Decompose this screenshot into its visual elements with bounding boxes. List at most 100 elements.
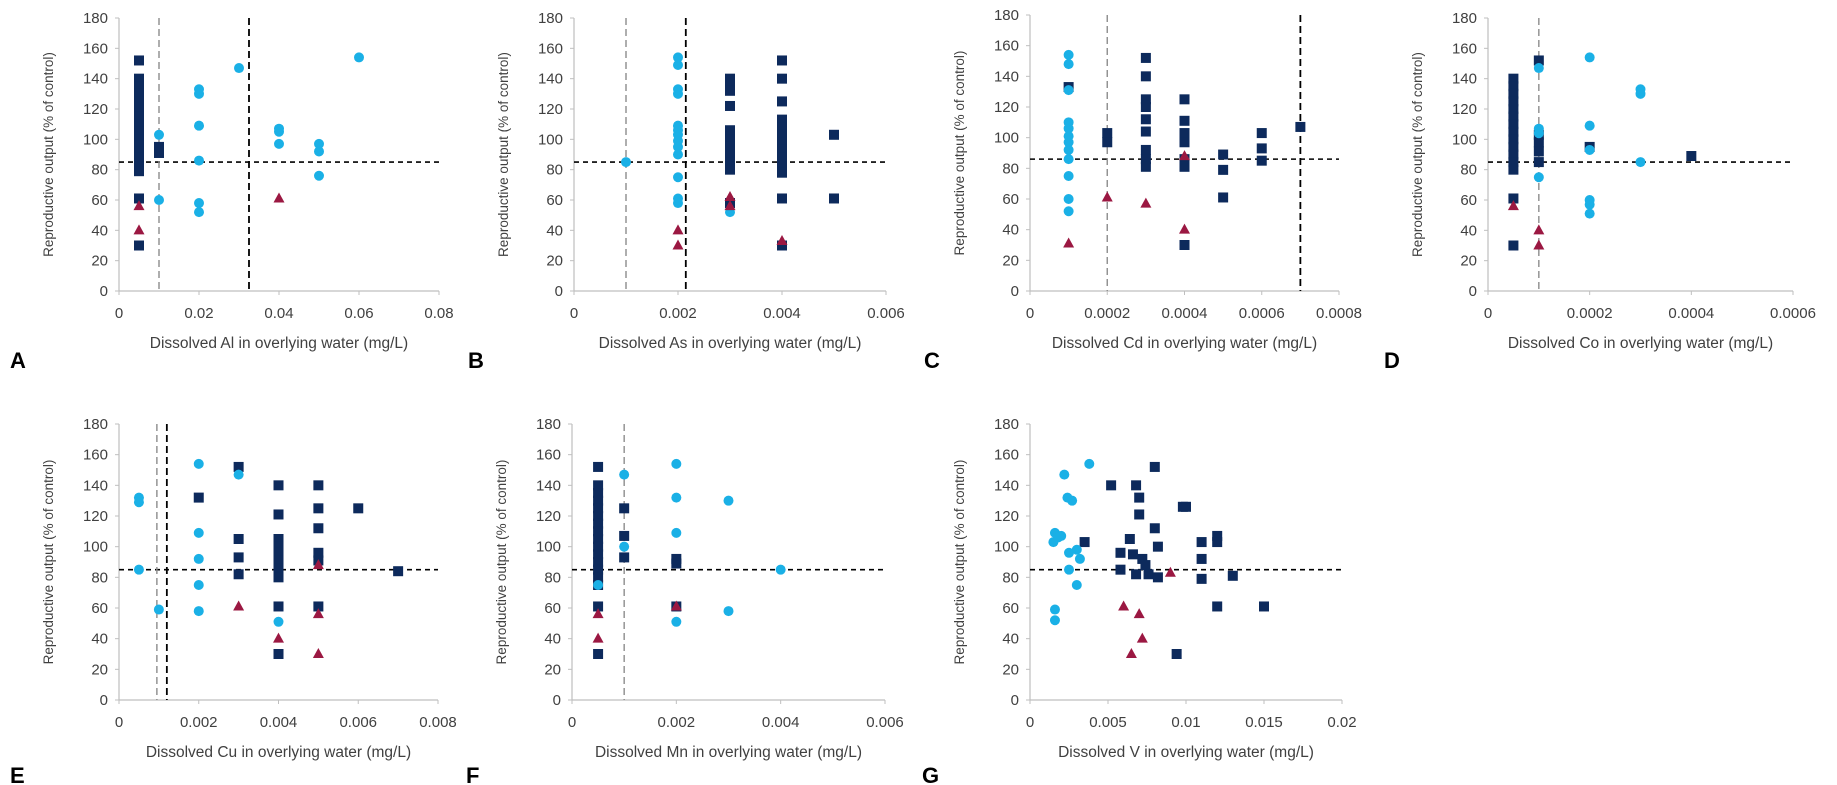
y-axis-title: Reproductive output (% of control) <box>41 52 56 257</box>
square-point <box>134 81 144 92</box>
square-point <box>777 152 787 163</box>
square-point <box>777 144 787 155</box>
circle-point <box>673 198 683 209</box>
circle-point <box>673 172 683 183</box>
square-point <box>134 160 144 171</box>
triangle-point <box>670 600 682 611</box>
triangle-point <box>233 600 245 611</box>
circle-point <box>673 52 683 63</box>
square-point <box>829 129 839 140</box>
square-point <box>313 601 324 612</box>
circle-point <box>723 495 734 506</box>
triangle-point <box>724 190 736 201</box>
square-point <box>1508 240 1519 251</box>
triangle-point <box>1133 608 1145 619</box>
square-point <box>1131 480 1142 491</box>
y-tick-label: 180 <box>83 10 108 27</box>
y-tick-label: 160 <box>538 40 563 57</box>
triangle-point <box>776 234 788 245</box>
y-tick-label: 160 <box>1452 40 1477 57</box>
square-point <box>273 563 284 574</box>
square-point <box>1508 96 1519 107</box>
y-tick-label: 160 <box>994 447 1019 464</box>
x-tick-label: 0.006 <box>866 714 904 731</box>
square-point <box>233 461 244 472</box>
y-tick-label: 120 <box>1452 101 1477 118</box>
square-point <box>725 141 735 152</box>
circle-point <box>194 120 204 131</box>
y-tick-label: 160 <box>994 38 1019 55</box>
y-tick-label: 40 <box>91 631 108 648</box>
square-point <box>1508 141 1519 152</box>
square-point <box>1212 601 1223 612</box>
square-point <box>777 96 787 107</box>
square-point <box>593 572 604 583</box>
y-tick-label: 180 <box>536 416 561 433</box>
panel-label: B <box>468 348 484 373</box>
square-point <box>1140 114 1151 125</box>
square-point <box>273 649 284 659</box>
square-point <box>1149 523 1160 534</box>
y-tick-label: 160 <box>83 447 108 464</box>
y-tick-label: 20 <box>91 661 108 678</box>
triangle-point <box>1507 200 1519 211</box>
square-point <box>593 480 604 491</box>
circle-point <box>1635 157 1646 168</box>
circle-point <box>1584 199 1595 210</box>
y-tick-label: 180 <box>83 416 108 433</box>
panel-label: C <box>924 348 940 373</box>
square-point <box>593 601 604 612</box>
x-tick-label: 0 <box>115 714 123 731</box>
square-point <box>1533 157 1544 168</box>
circle-point <box>1071 544 1082 555</box>
triangle-point <box>1118 600 1130 611</box>
y-tick-label: 20 <box>1460 253 1477 270</box>
x-tick-label: 0.02 <box>184 305 213 322</box>
y-tick-label: 60 <box>91 192 108 209</box>
square-point <box>1152 572 1163 583</box>
y-axis-title: Reproductive output (% of control) <box>1410 52 1425 257</box>
square-point <box>134 166 144 177</box>
circle-point <box>274 126 284 137</box>
y-tick-label: 180 <box>994 416 1019 433</box>
triangle-point <box>273 192 285 203</box>
circle-point <box>193 553 204 564</box>
square-point <box>1508 164 1519 175</box>
square-point <box>1140 154 1151 165</box>
x-tick-label: 0 <box>115 305 123 322</box>
y-tick-label: 0 <box>100 283 108 300</box>
square-point <box>671 558 682 569</box>
square-point <box>1134 492 1145 503</box>
triangle-point <box>724 200 736 211</box>
square-point <box>777 122 787 133</box>
triangle-point <box>1136 632 1148 643</box>
y-tick-label: 0 <box>553 692 561 709</box>
y-tick-label: 40 <box>1002 631 1019 648</box>
square-point <box>1140 52 1151 63</box>
y-tick-label: 60 <box>1002 600 1019 617</box>
y-tick-label: 180 <box>538 10 563 27</box>
square-point <box>1181 501 1191 512</box>
circle-point <box>1533 63 1544 74</box>
square-point <box>1196 553 1207 564</box>
square-point <box>1079 537 1090 548</box>
square-point <box>1508 157 1519 168</box>
square-point <box>1115 547 1126 558</box>
x-tick-label: 0.002 <box>658 714 696 731</box>
square-point <box>593 541 604 552</box>
circle-point <box>354 52 364 63</box>
y-tick-label: 160 <box>536 447 561 464</box>
square-point <box>593 488 604 498</box>
x-tick-label: 0.0006 <box>1770 305 1816 322</box>
y-axis-title: Reproductive output (% of control) <box>952 460 967 665</box>
y-tick-label: 40 <box>546 222 563 239</box>
square-point <box>1102 128 1113 139</box>
square-point <box>1143 569 1154 580</box>
circle-point <box>314 138 324 149</box>
circle-point <box>673 60 683 71</box>
y-tick-label: 20 <box>1002 661 1019 678</box>
x-tick-label: 0.0002 <box>1567 305 1613 322</box>
circle-point <box>1049 604 1060 615</box>
square-point <box>1115 564 1126 575</box>
circle-point <box>1533 128 1544 139</box>
